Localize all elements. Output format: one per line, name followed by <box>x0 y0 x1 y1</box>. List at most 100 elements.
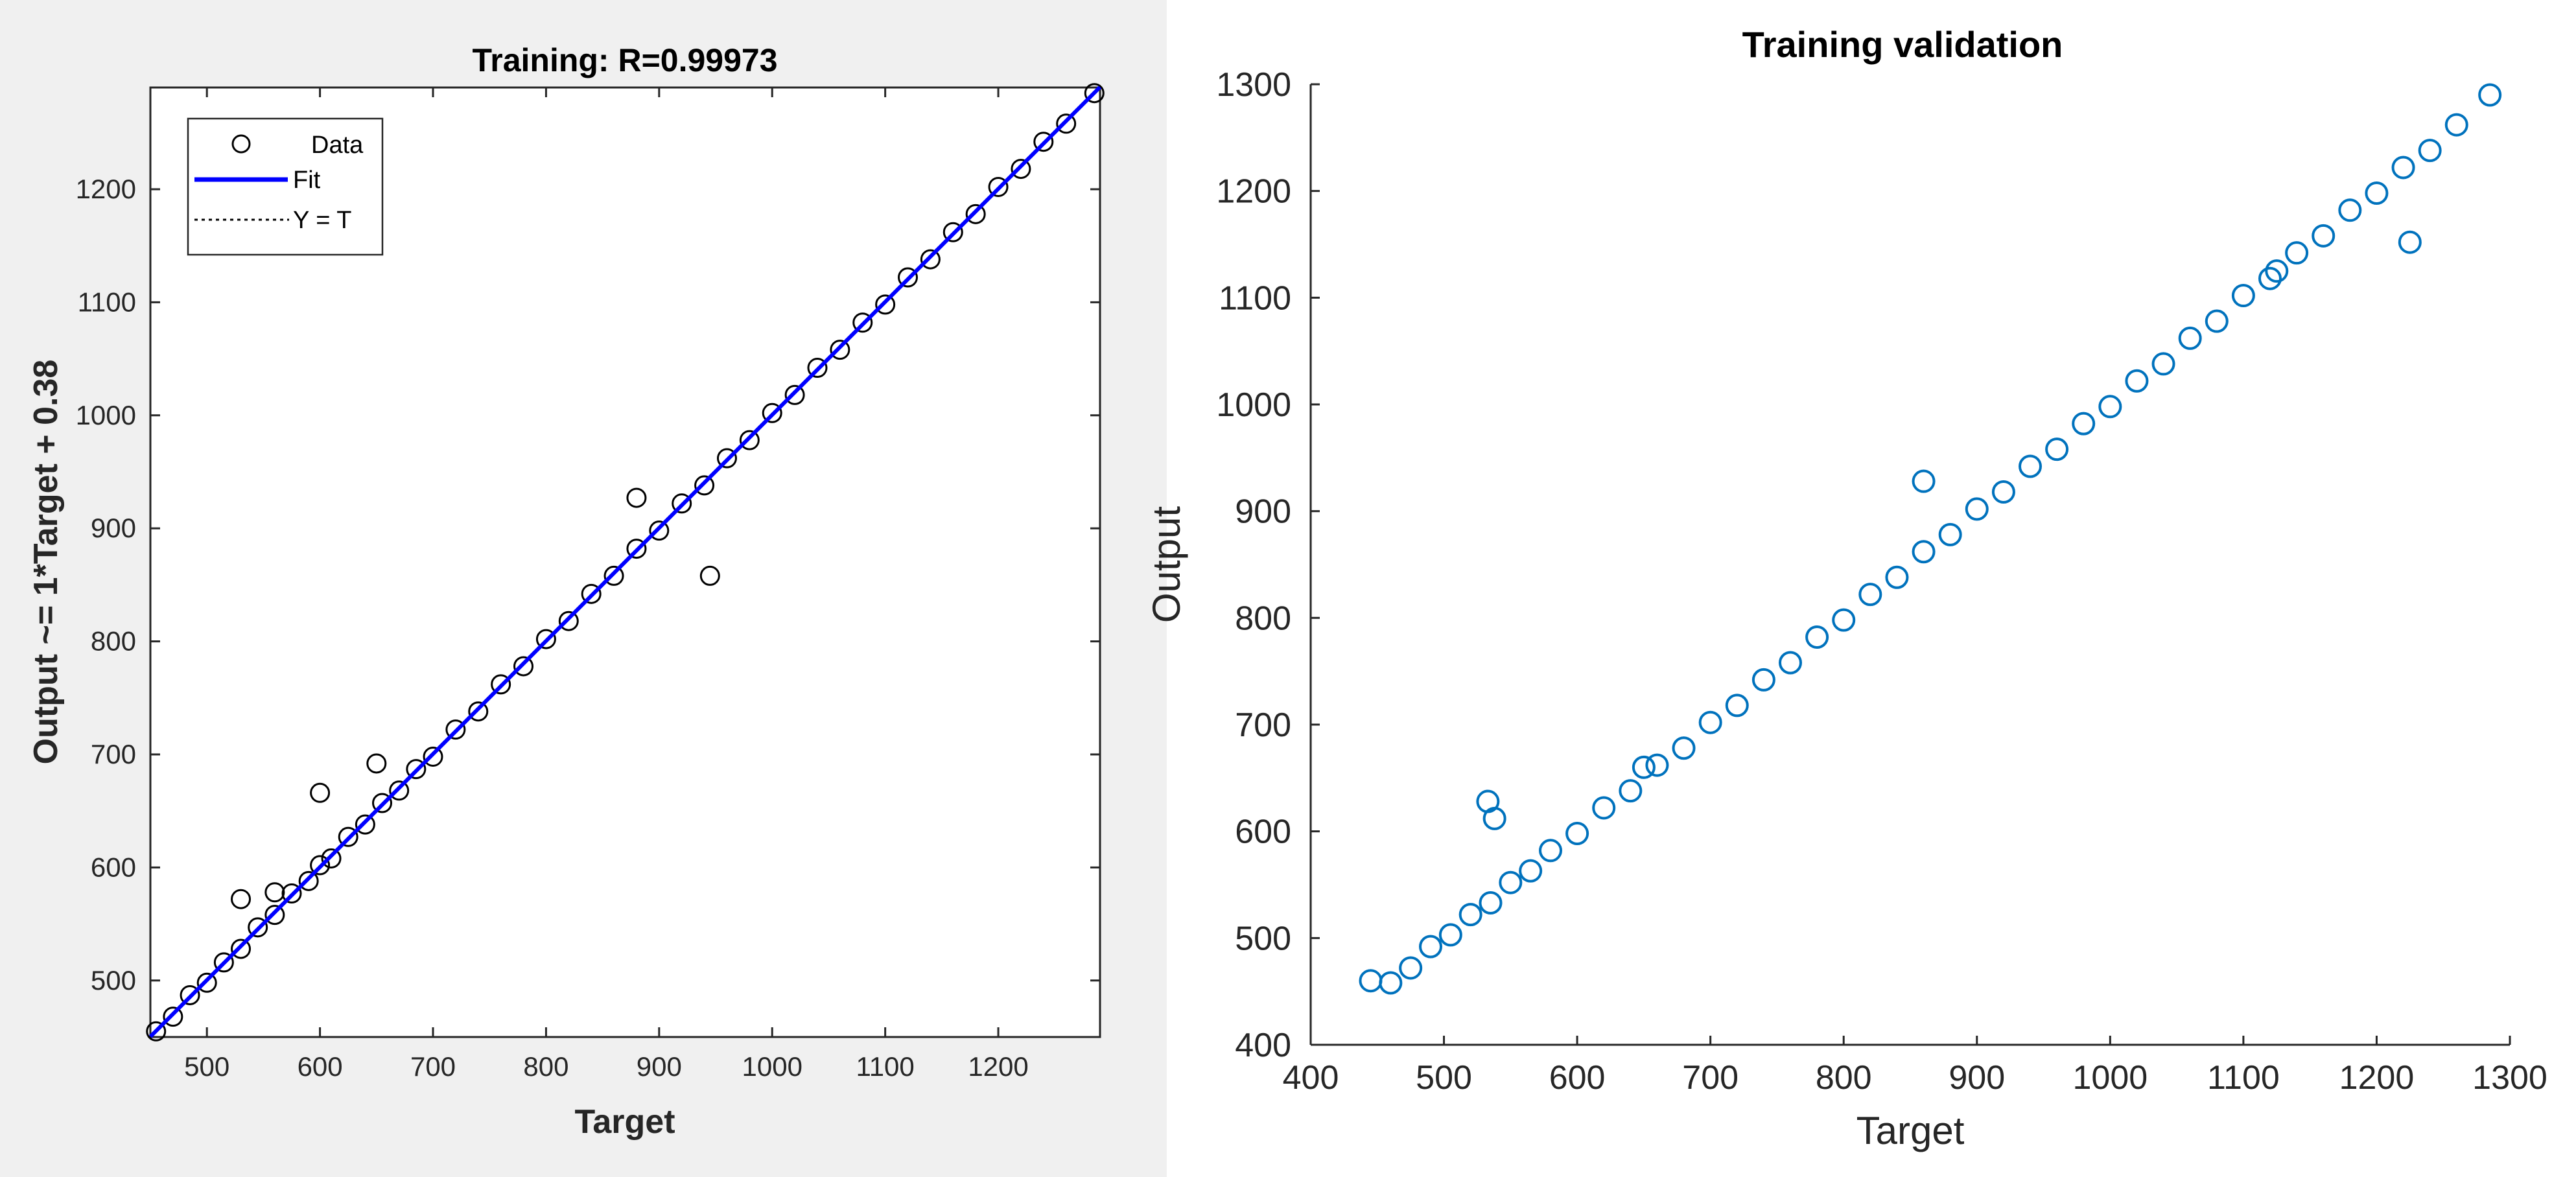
left-data-point <box>372 793 393 813</box>
left-data-point <box>231 938 252 959</box>
left-data-point <box>513 656 534 677</box>
right-data-point <box>1832 608 1856 632</box>
right-data-point <box>2418 139 2442 163</box>
right-data-point <box>2072 412 2096 436</box>
left-data-point <box>694 475 715 496</box>
left-y-tick-label: 1200 <box>76 174 136 204</box>
left-data-point <box>558 611 579 631</box>
left-data-point <box>535 629 556 649</box>
right-x-tick-label: 1200 <box>2339 1059 2415 1097</box>
left-data-point <box>784 384 805 405</box>
right-y-tick-label: 800 <box>1235 600 1291 637</box>
left-data-point <box>196 972 217 993</box>
right-y-axis-label: Output <box>1145 506 1188 623</box>
right-data-point <box>2205 309 2229 333</box>
left-data-point <box>762 402 782 423</box>
left-x-tick-label: 1000 <box>742 1051 802 1082</box>
right-data-points <box>1359 83 2502 995</box>
left-y-tick-label: 900 <box>91 513 136 543</box>
left-y-tick-label: 600 <box>91 852 136 882</box>
right-data-point <box>1399 956 1423 980</box>
left-data-point <box>445 719 466 740</box>
right-data-point <box>1672 736 1696 760</box>
right-y-tick-label: 600 <box>1235 813 1291 851</box>
right-y-tick-label: 900 <box>1235 493 1291 531</box>
left-data-point <box>920 249 941 270</box>
left-x-tick-label: 800 <box>523 1051 568 1082</box>
left-data-point <box>852 312 873 333</box>
right-data-point <box>1438 923 1462 947</box>
left-data-points <box>146 83 1105 1042</box>
right-x-tick-label: 800 <box>1816 1059 1872 1097</box>
right-y-tick-label: 1100 <box>1219 279 1291 317</box>
right-data-point <box>1479 891 1503 915</box>
left-data-point <box>1084 83 1105 104</box>
right-data-point <box>1645 753 1669 777</box>
left-y-ticks: 500 600 700 800 900 1000 1100 1200 <box>76 174 1100 996</box>
left-data-point <box>366 753 387 774</box>
right-data-point <box>2231 284 2255 308</box>
left-data-point <box>581 583 602 604</box>
right-data-point <box>1499 870 1523 894</box>
training-regression-chart: 500 600 700 800 900 1000 1100 1200 500 600 700 800… <box>27 42 1105 1141</box>
left-data-point <box>163 1007 183 1027</box>
left-data-point <box>146 1021 167 1042</box>
right-data-point <box>1482 806 1506 830</box>
left-data-point <box>672 493 692 514</box>
right-data-point <box>1458 903 1482 927</box>
right-data-point <box>1519 859 1543 883</box>
left-y-tick-label: 500 <box>91 965 136 996</box>
right-y-tick-label: 1300 <box>1216 66 1291 104</box>
right-data-point <box>1779 651 1802 675</box>
right-data-point <box>2098 395 2122 419</box>
left-x-ticks: 500 600 700 800 900 1000 1100 1200 <box>184 87 1029 1082</box>
right-data-point <box>1885 565 1909 589</box>
left-data-point <box>491 674 511 695</box>
left-data-point <box>355 814 375 835</box>
left-data-point <box>468 701 489 722</box>
left-y-tick-label: 1100 <box>78 286 136 317</box>
left-data-point <box>716 448 737 469</box>
left-y-tick-label: 1000 <box>76 400 136 430</box>
left-data-point <box>603 565 624 586</box>
right-data-point <box>2178 326 2202 350</box>
right-data-point <box>1725 693 1749 717</box>
left-data-point <box>830 340 850 360</box>
left-data-point <box>699 565 720 586</box>
right-x-tick-label: 400 <box>1283 1059 1339 1097</box>
left-x-tick-label: 1100 <box>856 1051 914 1082</box>
left-data-point <box>807 358 828 379</box>
right-data-point <box>1539 839 1562 863</box>
right-x-tick-label: 600 <box>1549 1059 1606 1097</box>
training-validation-chart: 400 500 600 700 800 900 1000 1100 1200 1300 400 50… <box>1145 24 2547 1152</box>
left-data-point <box>310 855 331 876</box>
right-data-point <box>2365 181 2389 205</box>
right-data-point <box>2398 230 2422 254</box>
left-fit-line <box>148 86 1102 1038</box>
right-data-point <box>2338 198 2362 222</box>
left-y-tick-label: 800 <box>91 626 136 657</box>
right-data-point <box>2478 83 2502 107</box>
right-data-point <box>2312 224 2336 248</box>
left-x-tick-label: 1200 <box>968 1051 1028 1082</box>
left-data-point <box>898 267 919 288</box>
left-x-tick-label: 700 <box>410 1051 456 1082</box>
right-data-point <box>1565 821 1589 845</box>
right-y-tick-label: 1200 <box>1216 173 1291 211</box>
left-x-tick-label: 900 <box>637 1051 682 1082</box>
right-y-tick-label: 400 <box>1235 1027 1291 1064</box>
legend-data-label: Data <box>311 132 364 159</box>
right-data-point <box>1592 796 1616 820</box>
right-x-ticks: 400 500 600 700 800 900 1000 1100 1200 1300 <box>1283 1036 2547 1097</box>
left-data-point <box>248 917 268 938</box>
right-data-point <box>1751 668 1775 692</box>
left-data-point <box>965 204 986 224</box>
left-data-point <box>1056 113 1077 134</box>
right-data-point <box>1698 710 1722 734</box>
right-data-point <box>1912 469 1936 493</box>
left-x-axis-label: Target <box>574 1103 675 1141</box>
right-data-point <box>2045 437 2069 461</box>
right-data-point <box>2391 156 2415 180</box>
right-data-point <box>2019 454 2042 478</box>
